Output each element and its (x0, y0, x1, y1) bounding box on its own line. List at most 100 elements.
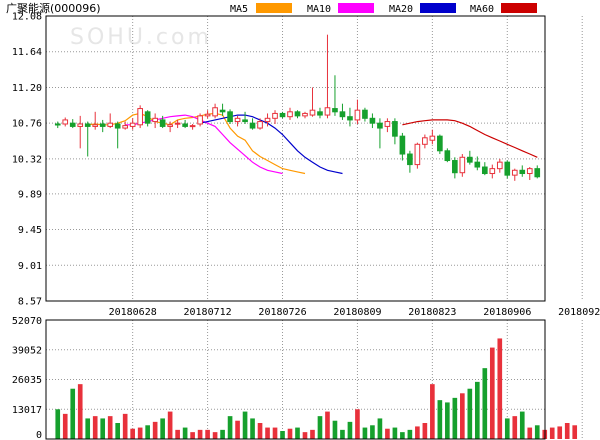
volume-bar (332, 420, 338, 439)
volume-bar (362, 427, 368, 439)
volume-bar (557, 426, 563, 439)
candle-body (339, 111, 346, 118)
candle-body (212, 107, 218, 117)
candle-body (377, 122, 383, 129)
ma-line-ma60 (402, 119, 538, 158)
candle-body (219, 109, 226, 113)
candle-body (324, 107, 331, 116)
volume-bar (122, 413, 128, 439)
candle-body (392, 121, 398, 137)
legend-label: MA10 (307, 4, 331, 15)
volume-bar (549, 427, 555, 439)
candle-body (362, 109, 368, 119)
volume-bar (489, 347, 495, 439)
volume-bar (265, 427, 270, 439)
candle-body (309, 109, 316, 116)
volume-tick-label: 26035 (12, 375, 42, 386)
price-tick-label: 12.08 (12, 12, 42, 23)
candle-body (481, 166, 488, 175)
price-tick-label: 9.89 (18, 189, 42, 200)
candle-body (511, 169, 518, 176)
candle-body (526, 168, 533, 175)
legend-item: MA5 (230, 3, 292, 15)
date-tick-label: 20180920 (558, 307, 600, 318)
candle-body (474, 161, 481, 168)
candle-body (249, 122, 256, 129)
volume-bar (325, 411, 330, 439)
volume-bars (55, 338, 578, 439)
volume-bar (55, 409, 61, 439)
candle-body (437, 135, 443, 152)
volume-bar (497, 338, 503, 439)
volume-bar (70, 388, 76, 439)
volume-bar (355, 409, 360, 439)
volume-bar (287, 428, 293, 439)
legend-item: MA20 (389, 3, 456, 15)
candle-body (534, 168, 541, 178)
moving-average-lines (87, 112, 538, 175)
candle-body (444, 150, 451, 162)
candle-body (347, 116, 353, 121)
volume-tick-label: 52070 (12, 316, 42, 327)
watermark-text: SOHU.com (70, 25, 212, 50)
candle-body (422, 137, 428, 145)
volume-bar (474, 381, 480, 439)
candle-body (167, 124, 173, 127)
volume-bar (100, 418, 106, 439)
ma-line-ma20 (199, 114, 343, 175)
volume-bar (519, 411, 525, 439)
candle-body (189, 125, 196, 128)
candle-body (504, 161, 511, 176)
volume-bar (534, 425, 540, 439)
volume-bar (460, 393, 465, 439)
candle-body (272, 112, 278, 119)
candle-body (287, 111, 293, 118)
candle-body (257, 121, 263, 129)
volume-bar (415, 426, 420, 439)
volume-bar (62, 413, 68, 439)
volume-bar (452, 397, 458, 439)
candle-body (122, 125, 128, 129)
volume-bar (242, 411, 248, 439)
price-tick-label: 10.76 (12, 119, 42, 130)
candle-body (414, 143, 421, 166)
candle-body (242, 119, 248, 123)
candle-body (294, 111, 301, 117)
volume-bar (527, 427, 533, 439)
candlesticks (54, 34, 541, 181)
volume-bar (77, 384, 83, 439)
volume-bar (167, 411, 173, 439)
legend-label: MA60 (470, 4, 494, 15)
legend-item: MA60 (470, 3, 537, 15)
price-tick-label: 9.01 (18, 261, 42, 272)
date-axis-ticks: 20180628 20180712 20180726 20180809 20180823… (109, 307, 600, 318)
legend-swatch (338, 3, 374, 13)
volume-bar (212, 432, 218, 439)
volume-panel-frame (45, 319, 546, 440)
date-tick-label: 20180712 (184, 307, 232, 318)
date-tick-label: 20180823 (408, 307, 456, 318)
price-tick-label: 11.64 (12, 47, 42, 58)
volume-bar (115, 423, 121, 439)
price-panel-frame (45, 15, 546, 302)
volume-bar (385, 428, 390, 439)
volume-bar (422, 423, 428, 439)
date-tick-label: 20180726 (258, 307, 306, 318)
volume-bar (145, 425, 150, 439)
volume-bar (572, 425, 578, 439)
volume-bar (107, 416, 113, 439)
volume-bar (257, 423, 263, 439)
volume-bar (302, 432, 308, 439)
volume-bar (564, 423, 570, 439)
volume-bar (347, 421, 353, 439)
volume-bar (317, 416, 323, 439)
volume-bar (250, 418, 255, 439)
volume-bar (430, 384, 435, 439)
volume-axis-ticks: 52070 39052 26035 13017 0 (12, 316, 42, 440)
volume-bar (280, 431, 285, 439)
volume-bar (512, 416, 518, 439)
volume-bar (445, 402, 450, 439)
candle-body (92, 124, 99, 127)
legend-swatch (256, 3, 292, 13)
candle-body (264, 117, 271, 123)
